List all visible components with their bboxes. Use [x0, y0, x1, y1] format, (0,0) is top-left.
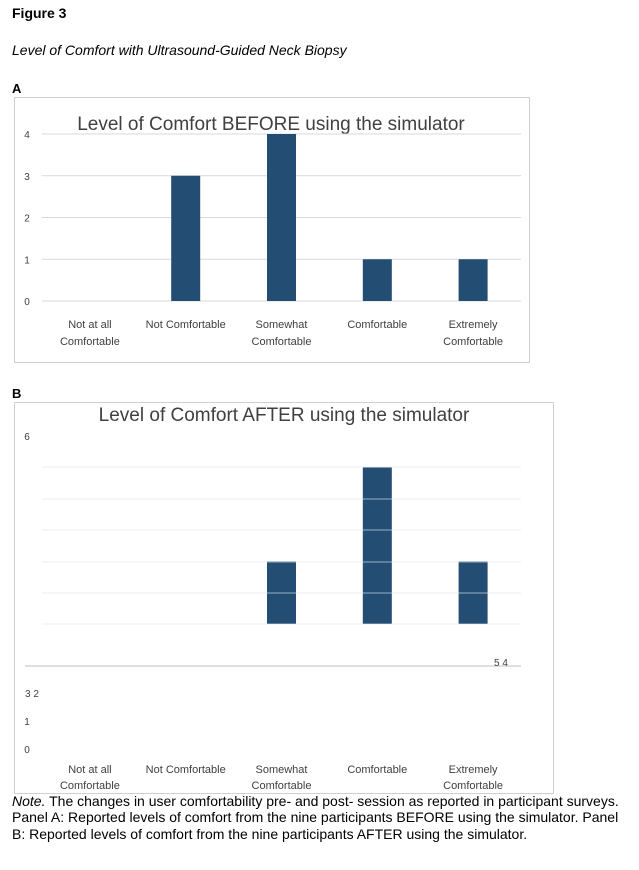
panel-a-letter: A: [12, 81, 22, 96]
y-tick-label: 3 2: [25, 689, 39, 700]
x-tick-label: Comfortable: [347, 319, 407, 331]
x-tick-label: Not at all: [68, 319, 111, 331]
bar: [267, 134, 296, 301]
bar: [362, 467, 392, 624]
x-tick-label: Not at all: [68, 764, 111, 776]
x-tick-label: Comfortable: [443, 336, 503, 348]
figure-note: Note. The changes in user comfortability…: [12, 793, 634, 842]
figure-title: Level of Comfort with Ultrasound-Guided …: [12, 42, 347, 58]
y-tick-label: 5 4: [494, 658, 508, 669]
y-tick-label: 1: [24, 255, 30, 266]
y-tick-label: 2: [24, 214, 30, 225]
bar: [458, 259, 488, 301]
chart-b-title: Level of Comfort AFTER using the simulat…: [99, 405, 470, 426]
bar: [171, 175, 201, 301]
x-tick-label: Somewhat: [256, 319, 308, 331]
x-tick-label: Extremely: [449, 764, 498, 776]
y-tick-label: 3: [24, 172, 30, 183]
x-tick-label: Somewhat: [256, 764, 308, 776]
x-tick-label: Comfortable: [443, 780, 503, 792]
x-tick-label: Comfortable: [60, 336, 120, 348]
y-tick-label: 1: [24, 717, 30, 728]
bar: [362, 259, 392, 301]
note-text: The changes in user comfortability pre- …: [12, 793, 619, 842]
x-tick-label: Not Comfortable: [146, 319, 226, 331]
x-tick-label: Comfortable: [252, 336, 312, 348]
note-lead: Note.: [12, 793, 46, 809]
y-tick-label: 4: [24, 130, 30, 141]
x-tick-label: Comfortable: [60, 780, 120, 792]
y-tick-label: 0: [24, 297, 30, 308]
x-tick-label: Extremely: [449, 319, 498, 331]
y-tick-label: 0: [24, 745, 30, 756]
chart-a-title: Level of Comfort BEFORE using the simula…: [77, 114, 465, 135]
y-tick-label: 6: [24, 432, 30, 443]
x-tick-label: Not Comfortable: [146, 764, 226, 776]
panel-b-letter: B: [12, 386, 22, 401]
figure-label: Figure 3: [12, 5, 67, 21]
x-tick-label: Comfortable: [347, 764, 407, 776]
x-tick-label: Comfortable: [252, 780, 312, 792]
